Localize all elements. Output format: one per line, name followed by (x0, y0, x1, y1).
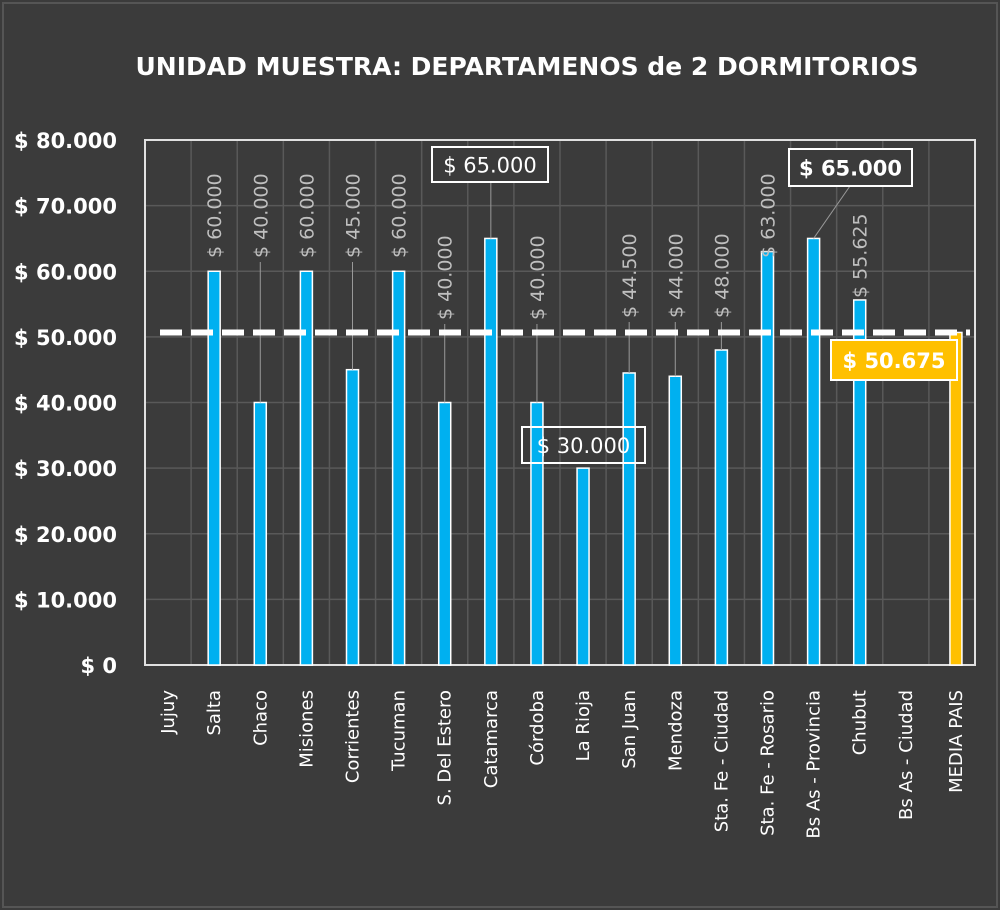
chart-title: UNIDAD MUESTRA: DEPARTAMENOS de 2 DORMIT… (136, 52, 919, 81)
data-label: $ 45.000 (343, 173, 365, 258)
x-tick-label: Sta. Fe - Rosario (758, 690, 779, 836)
bar (668, 375, 683, 666)
data-label-box (830, 339, 958, 381)
y-tick-label: $ 50.000 (14, 326, 117, 350)
data-label: $ 65.000 (443, 154, 537, 178)
x-tick-label: Tucuman (389, 690, 410, 772)
y-tick-label: $ 10.000 (14, 588, 117, 612)
bar (391, 270, 406, 666)
bar (576, 467, 590, 666)
data-label: $ 40.000 (250, 173, 272, 258)
leader-line (813, 185, 851, 239)
data-label: $ 40.000 (527, 235, 549, 320)
x-tick-label: La Rioja (573, 690, 594, 761)
x-tick-label: MEDIA PAIS (946, 690, 967, 793)
bar (484, 237, 498, 666)
data-label: $ 44.500 (619, 233, 641, 318)
x-tick-label: Córdoba (527, 690, 548, 766)
y-tick-label: $ 60.000 (14, 260, 117, 284)
bar (345, 368, 360, 666)
y-tick-label: $ 40.000 (14, 392, 117, 416)
x-tick-label: Sta. Fe - Ciudad (711, 690, 732, 832)
data-label: $ 63.000 (758, 173, 780, 258)
data-label: $ 65.000 (799, 157, 902, 181)
data-label-box (788, 148, 913, 187)
plot-area-border (144, 139, 976, 666)
x-tick-label: Bs As - Provincia (804, 690, 825, 839)
bar (437, 401, 452, 666)
y-tick-label: $ 0 (80, 654, 117, 678)
y-tick-label: $ 30.000 (14, 457, 117, 481)
data-label: $ 60.000 (389, 173, 411, 258)
bar (253, 401, 268, 666)
x-tick-label: Salta (204, 690, 225, 736)
bar (714, 349, 729, 666)
x-tick-label: Jujuy (158, 690, 179, 735)
bar (760, 250, 775, 666)
bar (207, 270, 221, 666)
data-label-box (521, 426, 646, 464)
data-label: $ 40.000 (435, 235, 457, 320)
data-label: $ 30.000 (537, 434, 631, 458)
x-tick-label: San Juan (619, 690, 640, 769)
bar (622, 372, 636, 666)
bar (299, 270, 314, 666)
x-tick-label: Chubut (850, 690, 871, 755)
x-tick-label: Corrientes (343, 690, 364, 783)
data-label: $ 50.675 (843, 349, 946, 373)
x-tick-label: Catamarca (481, 690, 502, 788)
data-label: $ 44.000 (665, 233, 687, 318)
data-label: $ 60.000 (296, 173, 318, 258)
x-tick-label: Chaco (250, 690, 271, 746)
y-tick-label: $ 80.000 (14, 129, 117, 153)
data-label: $ 60.000 (204, 173, 226, 258)
y-tick-label: $ 20.000 (14, 523, 117, 547)
bar (806, 237, 821, 666)
data-label: $ 48.000 (711, 233, 733, 318)
x-tick-label: S. Del Estero (435, 690, 456, 805)
x-tick-label: Misiones (296, 690, 317, 768)
y-tick-label: $ 70.000 (14, 195, 117, 219)
bar (852, 299, 867, 666)
data-label: $ 55.625 (850, 213, 872, 298)
x-tick-label: Mendoza (665, 690, 686, 771)
average-bar (949, 331, 963, 666)
x-tick-label: Bs As - Ciudad (896, 690, 917, 820)
data-label-box (431, 146, 549, 183)
